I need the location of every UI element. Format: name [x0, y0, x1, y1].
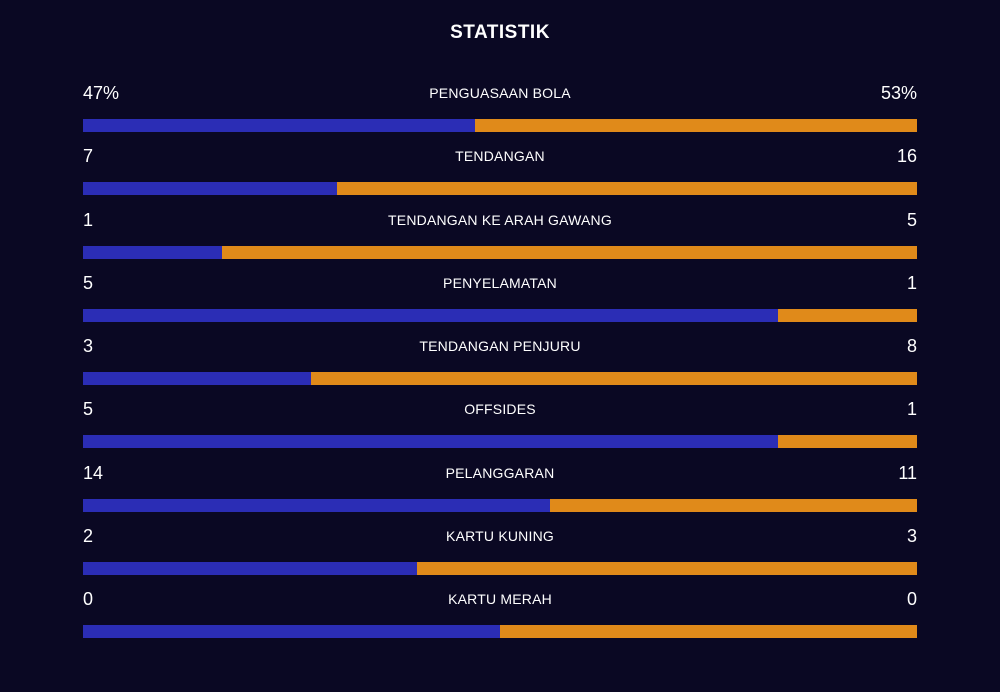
- stat-row-pelanggaran: 14 PELANGGARAN 11: [83, 461, 917, 524]
- stat-bar: [83, 245, 917, 259]
- stat-bar: [83, 182, 917, 196]
- away-bar: [222, 245, 917, 259]
- away-bar: [336, 182, 917, 196]
- stat-row-penguasaan-bola: 47% PENGUASAAN BOLA 53%: [83, 81, 917, 144]
- stat-bar: [83, 435, 917, 449]
- stat-bar: [83, 625, 917, 639]
- home-bar: [83, 498, 551, 512]
- away-value: 53%: [880, 83, 917, 103]
- stat-bar: [83, 119, 917, 132]
- stat-bar: [83, 308, 917, 322]
- away-value: 3: [906, 526, 917, 547]
- home-value: 0: [83, 589, 94, 610]
- away-value: 0: [906, 589, 917, 610]
- stat-label: KARTU MERAH: [448, 591, 552, 608]
- home-value: 5: [83, 272, 94, 293]
- home-value: 47%: [83, 83, 120, 103]
- away-value: 16: [896, 146, 917, 167]
- stat-bar: [83, 498, 917, 512]
- page-title: STATISTIK: [450, 22, 550, 43]
- stat-label: TENDANGAN PENJURU: [419, 338, 581, 355]
- stat-label: TENDANGAN: [455, 148, 545, 165]
- away-value: 5: [906, 209, 917, 230]
- stat-label: PENGUASAAN BOLA: [429, 85, 571, 101]
- home-bar: [83, 625, 500, 639]
- home-value: 1: [83, 209, 94, 230]
- stat-label: PENYELAMATAN: [443, 274, 557, 291]
- away-value: 8: [906, 336, 917, 357]
- stat-label: TENDANGAN KE ARAH GAWANG: [388, 211, 612, 228]
- stat-row-kartu-kuning: 2 KARTU KUNING 3: [83, 524, 917, 587]
- home-value: 2: [83, 526, 94, 547]
- stat-row-kartu-merah: 0 KARTU MERAH 0: [83, 587, 917, 650]
- home-bar: [83, 562, 417, 576]
- away-value: 1: [906, 399, 917, 420]
- away-bar: [310, 372, 917, 386]
- away-bar: [777, 308, 917, 322]
- home-bar: [83, 182, 337, 196]
- away-bar: [500, 625, 917, 639]
- home-bar: [83, 435, 778, 449]
- stat-label: KARTU KUNING: [446, 528, 554, 545]
- home-bar: [83, 245, 223, 259]
- home-bar: [83, 119, 475, 132]
- home-value: 5: [83, 399, 94, 420]
- home-bar: [83, 372, 311, 386]
- stat-row-tendangan: 7 TENDANGAN 16: [83, 144, 917, 207]
- stat-bar: [83, 372, 917, 386]
- home-bar: [83, 308, 778, 322]
- stat-row-tendangan-penjuru: 3 TENDANGAN PENJURU 8: [83, 334, 917, 397]
- stat-row-tendangan-ke-arah-gawang: 1 TENDANGAN KE ARAH GAWANG 5: [83, 208, 917, 271]
- stat-label: PELANGGARAN: [445, 464, 555, 481]
- stat-bar: [83, 562, 917, 576]
- home-value: 3: [83, 336, 94, 357]
- away-value: 1: [906, 272, 917, 293]
- away-bar: [474, 119, 917, 132]
- stat-row-offsides: 5 OFFSIDES 1: [83, 397, 917, 460]
- home-value: 7: [83, 146, 94, 167]
- stats-list: 47% PENGUASAAN BOLA 53% 7 TENDANGAN 16 1…: [83, 81, 917, 651]
- stat-row-penyelamatan: 5 PENYELAMATAN 1: [83, 271, 917, 334]
- away-bar: [777, 435, 917, 449]
- away-value: 11: [898, 462, 917, 483]
- away-bar: [550, 498, 917, 512]
- away-bar: [416, 562, 917, 576]
- home-value: 14: [83, 462, 104, 483]
- stat-label: OFFSIDES: [464, 401, 536, 418]
